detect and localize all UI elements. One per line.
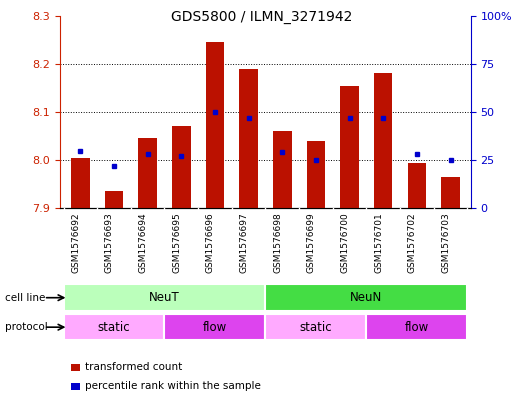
Bar xyxy=(407,163,426,208)
Text: flow: flow xyxy=(203,321,227,334)
Text: GSM1576696: GSM1576696 xyxy=(206,212,215,273)
Text: GSM1576694: GSM1576694 xyxy=(139,212,147,273)
Text: GSM1576703: GSM1576703 xyxy=(441,212,450,273)
Text: GSM1576697: GSM1576697 xyxy=(240,212,248,273)
Text: static: static xyxy=(300,321,332,334)
Text: GDS5800 / ILMN_3271942: GDS5800 / ILMN_3271942 xyxy=(171,10,352,24)
Bar xyxy=(240,69,258,208)
Text: NeuT: NeuT xyxy=(149,291,180,304)
Text: GSM1576692: GSM1576692 xyxy=(71,212,81,273)
Bar xyxy=(441,177,460,208)
Bar xyxy=(374,73,392,208)
Text: GSM1576698: GSM1576698 xyxy=(273,212,282,273)
Text: GSM1576699: GSM1576699 xyxy=(307,212,316,273)
Bar xyxy=(164,314,266,340)
Text: percentile rank within the sample: percentile rank within the sample xyxy=(85,381,261,391)
Bar xyxy=(63,285,266,311)
Bar xyxy=(63,314,164,340)
Bar xyxy=(266,314,367,340)
Bar xyxy=(266,285,468,311)
Text: protocol: protocol xyxy=(5,322,48,332)
Bar xyxy=(306,141,325,208)
Bar xyxy=(105,191,123,208)
Text: GSM1576700: GSM1576700 xyxy=(340,212,349,273)
Bar xyxy=(206,42,224,208)
Bar xyxy=(273,131,291,208)
Bar xyxy=(172,127,190,208)
Text: cell line: cell line xyxy=(5,293,46,303)
Text: transformed count: transformed count xyxy=(85,362,183,373)
Text: GSM1576693: GSM1576693 xyxy=(105,212,114,273)
Bar xyxy=(139,138,157,208)
Text: GSM1576695: GSM1576695 xyxy=(172,212,181,273)
Bar xyxy=(367,314,468,340)
Text: GSM1576702: GSM1576702 xyxy=(408,212,417,273)
Text: static: static xyxy=(98,321,130,334)
Text: NeuN: NeuN xyxy=(350,291,382,304)
Bar xyxy=(340,86,359,208)
Bar xyxy=(71,158,89,208)
Text: GSM1576701: GSM1576701 xyxy=(374,212,383,273)
Text: flow: flow xyxy=(405,321,429,334)
